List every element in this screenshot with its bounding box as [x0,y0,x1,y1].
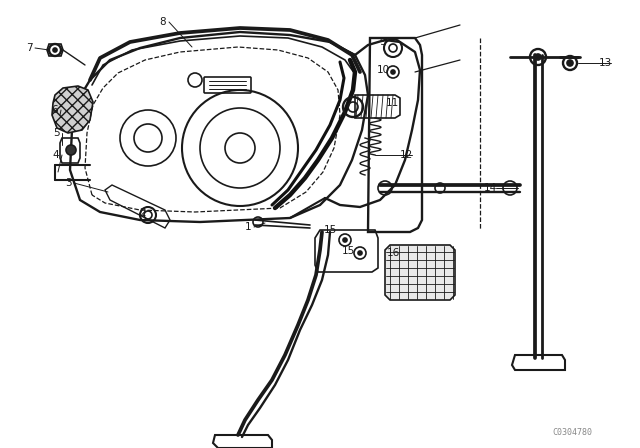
Polygon shape [52,86,93,133]
Text: 15: 15 [323,225,337,235]
Circle shape [535,54,541,60]
Text: 16: 16 [387,248,399,258]
Text: C0304780: C0304780 [552,427,592,436]
Circle shape [391,70,395,74]
Text: 15: 15 [341,246,355,256]
Text: 10: 10 [376,65,390,75]
Text: 7: 7 [26,43,32,53]
Text: 12: 12 [399,150,413,160]
Text: 5: 5 [52,128,60,138]
Text: 8: 8 [160,17,166,27]
Circle shape [567,60,573,66]
Text: 1: 1 [244,222,252,232]
Text: 4: 4 [52,150,60,160]
Text: 6: 6 [52,105,58,115]
Polygon shape [385,245,455,300]
Text: 11: 11 [385,98,399,108]
Circle shape [343,238,347,242]
Text: 9: 9 [380,37,387,47]
Text: 14: 14 [483,183,497,193]
Text: 3: 3 [65,178,71,188]
Circle shape [53,48,57,52]
Text: 2: 2 [140,208,147,218]
Circle shape [358,251,362,255]
Text: 13: 13 [598,58,612,68]
Circle shape [66,145,76,155]
